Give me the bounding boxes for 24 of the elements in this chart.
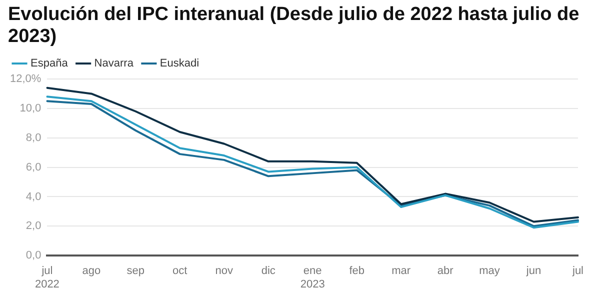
x-tick-label: jul — [571, 265, 584, 278]
y-tick-label: 10,0 — [20, 102, 42, 114]
x-tick-label: sep — [126, 265, 145, 278]
x-tick-label: ago — [82, 265, 101, 278]
y-tick-label: 12,0% — [10, 73, 42, 86]
x-tick-label: oct — [172, 265, 188, 278]
legend-label: Navarra — [94, 58, 134, 70]
x-tick-label: may — [479, 265, 500, 278]
x-tick-label: nov — [215, 265, 234, 278]
y-tick-label: 8,0 — [26, 132, 42, 144]
x-tick-label: abr — [437, 265, 454, 278]
y-tick-label: 4,0 — [26, 190, 42, 203]
x-tick-label: dic — [261, 265, 276, 278]
y-tick-label: 0,0 — [26, 250, 42, 262]
legend-label: Euskadi — [160, 58, 200, 70]
x-tick-label: jun — [525, 265, 542, 278]
x-tick-label: ene 2023 — [300, 265, 325, 290]
y-tick-label: 2,0 — [26, 220, 42, 232]
x-tick-label: jul 2022 — [34, 265, 60, 290]
x-tick-label: mar — [392, 265, 411, 278]
legend-label: España — [30, 58, 69, 70]
y-tick-label: 6,0 — [26, 161, 42, 174]
chart-title: Evolución del IPC interanual (Desde julio de 2022 hasta julio de 2023) — [7, 3, 580, 48]
x-tick-label: feb — [349, 265, 364, 278]
